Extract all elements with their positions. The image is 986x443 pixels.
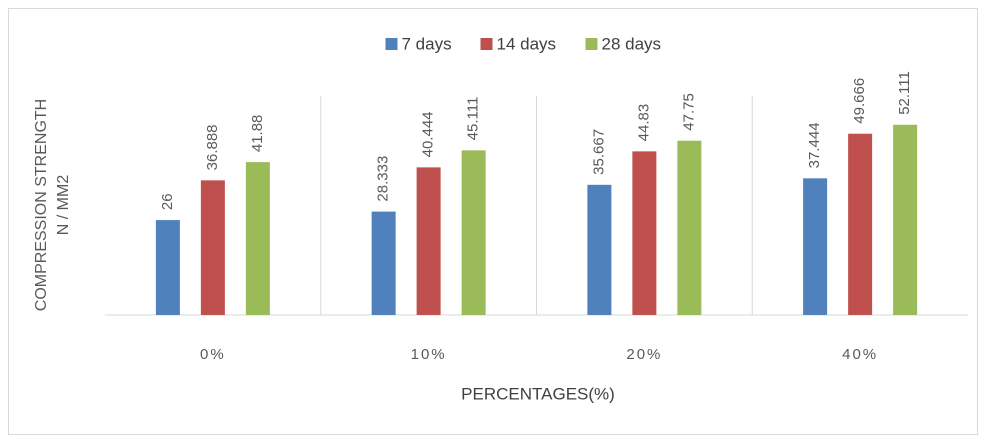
bar	[803, 178, 828, 315]
x-axis-title: PERCENTAGES(%)	[461, 384, 615, 403]
x-tick-label: 20%	[626, 346, 662, 363]
y-axis-title: COMPRESSION STRENGTH	[33, 99, 50, 311]
legend-swatch	[480, 38, 493, 50]
bar	[848, 133, 873, 315]
value-label: 41.88	[249, 115, 266, 153]
bar	[155, 220, 180, 315]
bar	[200, 180, 225, 315]
legend-swatch	[585, 38, 598, 50]
value-label: 52.111	[896, 71, 913, 115]
bar	[245, 162, 270, 315]
value-label: 44.83	[635, 104, 652, 142]
y-axis-title: N / MM2	[55, 175, 72, 236]
x-tick-label: 10%	[411, 346, 447, 363]
value-label: 26	[159, 193, 176, 210]
legend-swatch	[385, 38, 398, 50]
legend-label: 7 days	[402, 34, 452, 53]
bar	[371, 211, 396, 315]
value-label: 47.75	[680, 93, 697, 131]
value-label: 35.667	[590, 129, 607, 175]
value-label: 49.666	[851, 78, 868, 124]
legend-label: 28 days	[602, 34, 662, 53]
x-tick-label: 0%	[200, 346, 226, 363]
value-label: 45.111	[465, 97, 482, 141]
chart-border	[8, 8, 978, 435]
bar	[587, 184, 612, 315]
bar	[677, 140, 702, 315]
legend-label: 14 days	[497, 34, 557, 53]
bar	[632, 151, 657, 315]
bar	[416, 167, 441, 315]
value-label: 28.333	[375, 156, 392, 202]
value-label: 40.444	[420, 111, 437, 157]
bar	[893, 124, 918, 315]
x-tick-label: 40%	[842, 346, 878, 363]
value-label: 36.888	[204, 124, 221, 170]
value-label: 37.444	[806, 122, 823, 168]
bar	[461, 150, 486, 315]
